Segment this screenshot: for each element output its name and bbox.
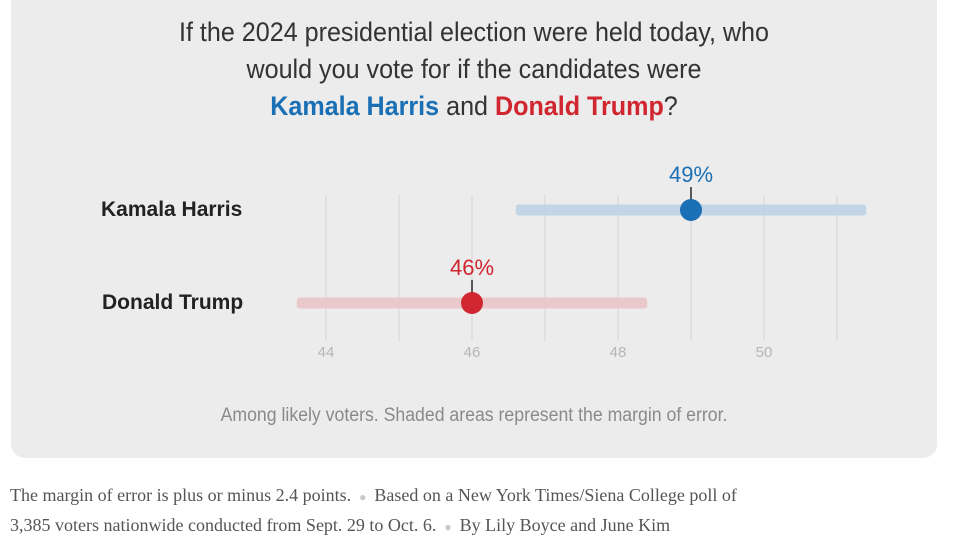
chart-panel xyxy=(11,0,937,458)
gridlines xyxy=(325,195,838,341)
value-label: 46% xyxy=(450,255,494,280)
series-donald-trump: 46% xyxy=(296,255,648,314)
series: 49% 46% xyxy=(296,162,867,314)
source-text-1: Based on a New York Times/Siena College … xyxy=(374,485,737,505)
value-dot xyxy=(680,199,702,221)
chart-title: If the 2024 presidential election were h… xyxy=(43,14,904,125)
x-axis-ticks: 44 46 48 50 xyxy=(318,344,773,361)
x-tick-label: 46 xyxy=(464,344,481,361)
x-tick-label: 48 xyxy=(610,344,627,361)
footer-credits: The margin of error is plus or minus 2.4… xyxy=(10,481,950,541)
candidate-label-trump: Donald Trump xyxy=(102,291,244,314)
title-question-mark: ? xyxy=(663,91,678,121)
candidate-label-harris: Kamala Harris xyxy=(101,198,243,221)
value-label: 49% xyxy=(669,162,713,187)
byline: By Lily Boyce and June Kim xyxy=(459,514,671,535)
series-kamala-harris: 49% xyxy=(515,162,867,221)
title-line-1: If the 2024 presidential election were h… xyxy=(178,17,769,47)
title-line-3: Kamala Harris and Donald Trump? xyxy=(43,88,904,125)
title-line-2: would you vote for if the candidates wer… xyxy=(246,54,702,84)
separator-dot: ● xyxy=(359,489,367,504)
x-tick-label: 44 xyxy=(318,344,335,361)
title-candidate-harris: Kamala Harris xyxy=(270,91,440,121)
source-text-2: 3,385 voters nationwide conducted from S… xyxy=(10,514,437,535)
value-dot xyxy=(461,292,483,314)
separator-dot: ● xyxy=(444,519,452,534)
margin-of-error-text: The margin of error is plus or minus 2.4… xyxy=(10,485,352,505)
chart-note: Among likely voters. Shaded areas repres… xyxy=(220,405,728,426)
x-tick-label: 50 xyxy=(756,344,773,361)
title-candidate-trump: Donald Trump xyxy=(494,91,664,121)
title-conjunction: and xyxy=(439,91,495,121)
